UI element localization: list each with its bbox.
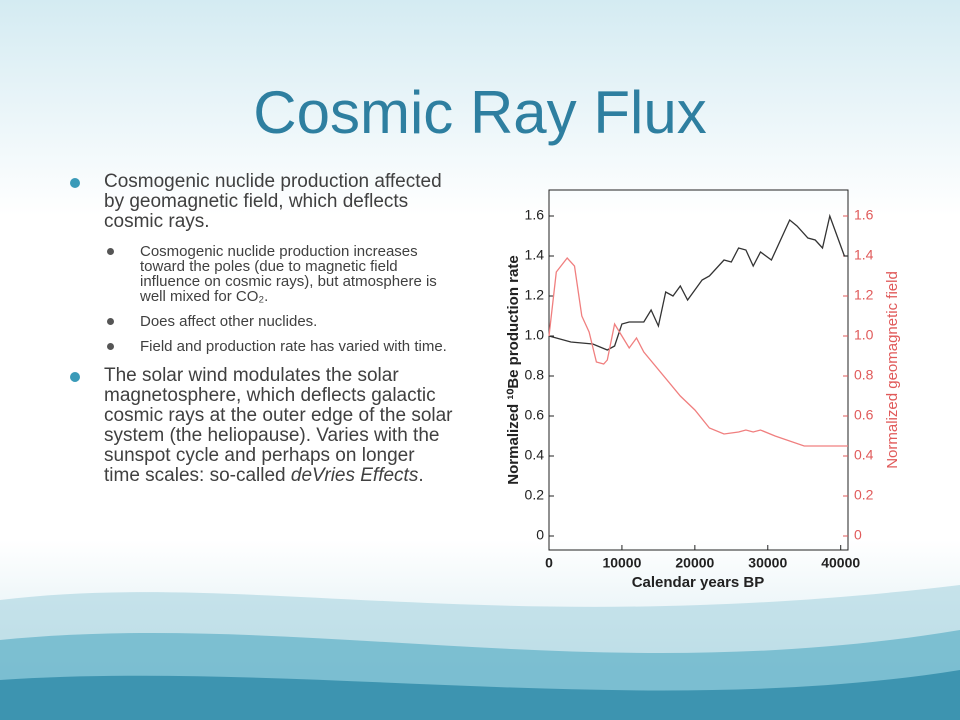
y2-axis-label: Normalized geomagnetic field bbox=[884, 271, 901, 469]
y2-tick-label: 0 bbox=[854, 527, 862, 543]
y2-tick-label: 1.0 bbox=[854, 327, 874, 343]
sub-bullet: Does affect other nuclides. bbox=[107, 314, 454, 329]
sub-bullet: Cosmogenic nuclide production increases … bbox=[107, 244, 454, 304]
bullet: The solar wind modulates the solar magne… bbox=[70, 365, 454, 486]
y-tick-label: 0.8 bbox=[525, 367, 545, 383]
x-axis-label: Calendar years BP bbox=[632, 574, 765, 591]
y2-tick-label: 0.2 bbox=[854, 487, 874, 503]
y2-tick-label: 1.6 bbox=[854, 207, 874, 223]
data-line bbox=[548, 213, 848, 351]
y2-tick-label: 1.2 bbox=[854, 287, 874, 303]
bullet-text: . bbox=[418, 465, 424, 486]
bullet-text: The solar wind modulates the solar magne… bbox=[104, 365, 453, 486]
bullet-text: Cosmogenic nuclide production affected b… bbox=[104, 171, 442, 232]
y-tick-label: 1.2 bbox=[525, 287, 545, 303]
y2-tick-label: 0.4 bbox=[854, 447, 874, 463]
y-tick-label: 0 bbox=[536, 527, 544, 543]
x-tick-label: 40000 bbox=[821, 555, 860, 571]
bullet-italic: deVries Effects bbox=[290, 465, 419, 486]
sub-list: Cosmogenic nuclide production increases … bbox=[107, 244, 454, 354]
y-tick-label: 1.0 bbox=[525, 327, 545, 343]
slide-title: Cosmic Ray Flux bbox=[253, 79, 707, 146]
x-tick-label: 10000 bbox=[602, 555, 641, 571]
data-line bbox=[548, 256, 848, 447]
y-tick-label: 0.4 bbox=[525, 447, 545, 463]
x-tick-label: 30000 bbox=[748, 555, 787, 571]
sub-bullet: Field and production rate has varied wit… bbox=[107, 339, 454, 354]
bullet-list: Cosmogenic nuclide production affected b… bbox=[70, 171, 454, 498]
x-tick-label: 20000 bbox=[675, 555, 714, 571]
y2-tick-label: 0.6 bbox=[854, 407, 874, 423]
y-tick-label: 0.2 bbox=[525, 487, 545, 503]
y2-tick-label: 0.8 bbox=[854, 367, 874, 383]
y2-tick-label: 1.4 bbox=[854, 247, 874, 263]
plot-frame bbox=[548, 189, 849, 551]
x-tick-label: 0 bbox=[545, 555, 553, 571]
y-tick-label: 1.6 bbox=[525, 207, 545, 223]
y-tick-label: 0.6 bbox=[525, 407, 545, 423]
bullet: Cosmogenic nuclide production affected b… bbox=[70, 171, 454, 354]
y-axis-label: Normalized ¹⁰Be production rate bbox=[505, 255, 522, 484]
y-tick-label: 1.4 bbox=[525, 247, 545, 263]
